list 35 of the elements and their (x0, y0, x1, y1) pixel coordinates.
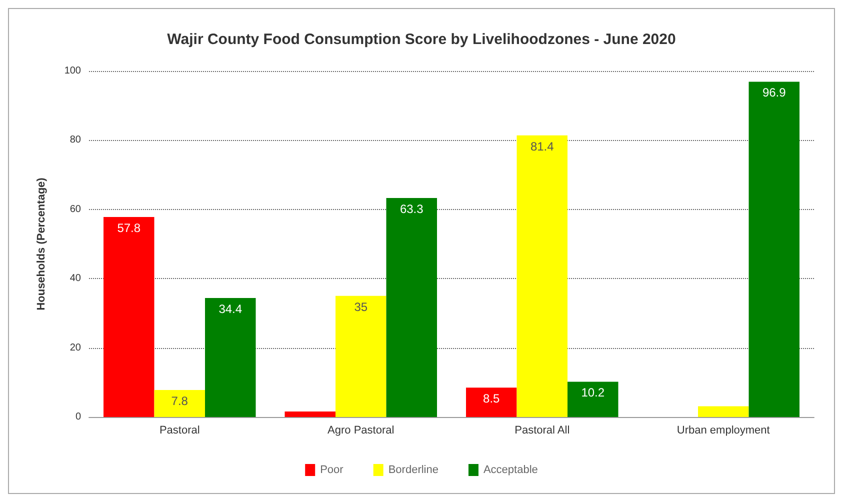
y-tick-label: 20 (70, 342, 82, 354)
legend-label: Poor (320, 464, 344, 476)
y-tick-label: 80 (70, 134, 82, 146)
data-label: 35 (354, 300, 368, 314)
data-label: 96.9 (762, 86, 786, 100)
bar (205, 298, 256, 417)
y-tick-label: 100 (64, 66, 82, 76)
legend-label: Borderline (388, 464, 438, 476)
bar (568, 382, 618, 417)
bar (284, 411, 336, 417)
data-label: 7.8 (171, 394, 188, 408)
x-tick-label: Urban employment (676, 424, 770, 436)
data-label: 8.5 (483, 392, 500, 406)
x-tick-label: Pastoral (159, 424, 200, 436)
y-tick-label: 0 (75, 412, 82, 422)
x-tick-label: Agro Pastoral (328, 424, 394, 436)
y-tick-label: 40 (70, 273, 82, 284)
legend-label: Acceptable (483, 464, 538, 476)
chart-title: Wajir County Food Consumption Score by Livelihoodzones - June 2020 (167, 31, 676, 48)
bar (516, 135, 568, 417)
bar (748, 82, 800, 417)
data-label: 10.2 (581, 386, 605, 400)
y-axis-title: Households (Percentage) (36, 177, 48, 310)
bar (698, 406, 749, 417)
y-tick-label: 60 (70, 204, 82, 215)
bar (154, 390, 205, 417)
bar (336, 296, 386, 417)
x-tick-label: Pastoral All (514, 424, 570, 436)
data-label: 34.4 (218, 302, 242, 316)
bar (386, 198, 437, 417)
bar (104, 217, 154, 417)
data-label: 81.4 (530, 139, 554, 154)
data-label: 63.3 (400, 202, 424, 216)
data-label: 57.8 (117, 221, 141, 236)
bar (466, 388, 517, 417)
